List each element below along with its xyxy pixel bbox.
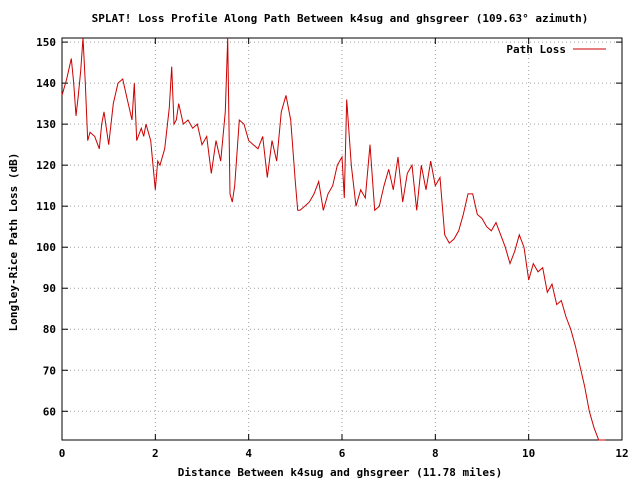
y-tick-label: 140 [36,77,56,90]
y-tick-label: 60 [43,405,56,418]
legend-label: Path Loss [506,43,566,56]
x-tick-label: 6 [339,447,346,460]
y-tick-label: 150 [36,36,56,49]
x-tick-label: 12 [615,447,628,460]
y-tick-label: 90 [43,282,56,295]
x-tick-label: 2 [152,447,159,460]
x-tick-label: 4 [245,447,252,460]
path-loss-line [61,37,606,441]
y-axis-label: Longley-Rice Path Loss (dB) [7,153,20,332]
y-tick-label: 70 [43,364,56,377]
y-tick-label: 100 [36,241,56,254]
y-tick-label: 120 [36,159,56,172]
chart-title: SPLAT! Loss Profile Along Path Between k… [92,12,589,25]
x-tick-label: 8 [432,447,439,460]
y-tick-label: 110 [36,200,56,213]
axis-ticks: 0 2 4 6 8 10 12 60 70 80 90 100 110 120 130 140 150 [36,36,629,460]
legend: Path Loss [506,43,606,56]
x-tick-label: 0 [59,447,66,460]
y-tick-label: 130 [36,118,56,131]
x-tick-label: 10 [522,447,535,460]
series-group [61,37,606,441]
x-axis-label: Distance Between k4sug and ghsgreer (11.… [178,466,503,479]
grid [62,38,622,440]
y-tick-label: 80 [43,323,56,336]
